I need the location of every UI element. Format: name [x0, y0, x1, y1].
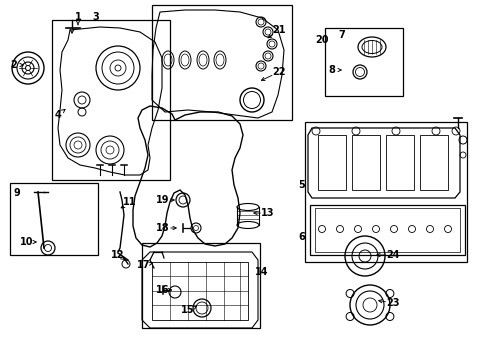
Text: 4: 4: [55, 110, 61, 120]
Text: 20: 20: [315, 35, 328, 45]
Text: 1: 1: [75, 12, 81, 22]
Text: 8: 8: [328, 65, 335, 75]
Bar: [142, 243, 260, 328]
Text: 18: 18: [156, 223, 169, 233]
Bar: [351, 135, 379, 190]
Text: 16: 16: [156, 285, 169, 295]
Bar: [385, 135, 413, 190]
Bar: [52, 20, 170, 180]
Text: 7: 7: [338, 30, 345, 40]
Text: 6: 6: [298, 232, 305, 242]
Text: 13: 13: [261, 208, 274, 218]
Bar: [309, 205, 464, 255]
Bar: [419, 135, 447, 190]
Text: 17: 17: [137, 260, 150, 270]
Bar: [10, 183, 98, 255]
Bar: [152, 5, 291, 120]
Bar: [325, 28, 402, 96]
Text: 21: 21: [272, 25, 285, 35]
Text: 9: 9: [14, 188, 20, 198]
Text: 5: 5: [298, 180, 305, 190]
Text: 14: 14: [255, 267, 268, 277]
Text: 15: 15: [181, 305, 194, 315]
Text: 24: 24: [386, 250, 399, 260]
Text: 3: 3: [92, 12, 99, 22]
Bar: [152, 262, 247, 320]
Bar: [314, 208, 459, 252]
Text: 23: 23: [386, 298, 399, 308]
Text: 10: 10: [20, 237, 34, 247]
Text: 2: 2: [11, 60, 18, 70]
Text: 11: 11: [123, 197, 137, 207]
Text: 22: 22: [272, 67, 285, 77]
Bar: [305, 122, 466, 262]
Text: 19: 19: [156, 195, 169, 205]
Bar: [317, 135, 346, 190]
Text: 12: 12: [111, 250, 124, 260]
